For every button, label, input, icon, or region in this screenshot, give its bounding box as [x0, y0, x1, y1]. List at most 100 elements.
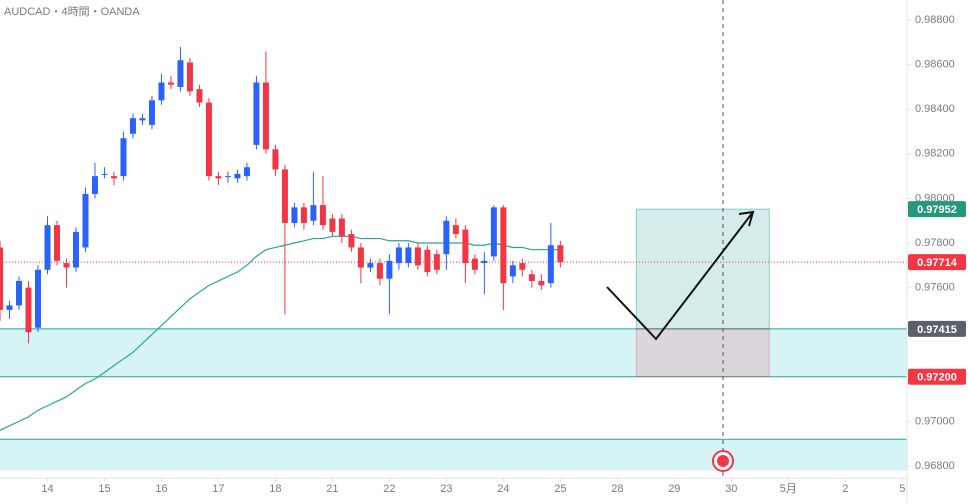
- candle-body: [319, 205, 326, 226]
- candle-body: [101, 173, 108, 175]
- x-tick-label: 14: [41, 483, 53, 495]
- x-tick-label: 25: [554, 483, 566, 495]
- drawn-arrow: [606, 211, 754, 341]
- candle-body: [348, 234, 355, 248]
- y-tick-label: 0.97800: [915, 237, 955, 249]
- candle-body: [462, 229, 469, 264]
- candle-body: [357, 247, 364, 268]
- candle-body: [300, 207, 307, 223]
- event-flag: [717, 455, 729, 467]
- candle-body: [158, 82, 165, 101]
- x-tick-label: 28: [611, 483, 623, 495]
- x-tick-label: 5月: [780, 483, 797, 495]
- zone: [0, 439, 907, 471]
- candle-body: [272, 149, 279, 170]
- candle-body: [139, 118, 146, 121]
- price-label-box: [908, 320, 966, 337]
- candle-body: [53, 225, 60, 261]
- candle-body: [547, 245, 554, 284]
- candle-body: [557, 245, 564, 263]
- y-tick-label: 0.97000: [915, 415, 955, 427]
- candle-body: [481, 260, 488, 264]
- candle-body: [72, 231, 79, 268]
- x-tick-label: 5: [899, 483, 905, 495]
- candle-body: [129, 118, 136, 134]
- candle-body: [500, 207, 507, 284]
- x-tick-label: 21: [326, 483, 338, 495]
- y-tick-label: 0.98400: [915, 103, 955, 115]
- chart-title: AUDCAD・4時間・OANDA: [4, 5, 140, 18]
- price-label-box: [908, 368, 966, 385]
- profit-zone: [635, 208, 770, 330]
- candle-body: [329, 218, 336, 232]
- y-tick-label: 0.97600: [915, 282, 955, 294]
- y-tick-label: 0.98600: [915, 59, 955, 71]
- candle-body: [63, 263, 70, 268]
- price-label-box: [908, 254, 966, 271]
- candle-body: [262, 82, 269, 150]
- candle-body: [424, 249, 431, 272]
- candle-body: [414, 247, 421, 266]
- x-tick-label: 18: [269, 483, 281, 495]
- candle-body: [338, 218, 345, 237]
- x-tick-label: 16: [155, 483, 167, 495]
- arrow-head: [738, 210, 755, 227]
- candle-body: [367, 263, 374, 268]
- candle-body: [120, 138, 127, 177]
- candle-body: [433, 254, 440, 270]
- x-tick-label: 24: [497, 483, 509, 495]
- candle-body: [490, 207, 497, 257]
- y-tick-label: 0.98200: [915, 148, 955, 160]
- candle-body: [91, 176, 98, 194]
- candle-body: [224, 176, 231, 178]
- candle-body: [25, 287, 32, 333]
- x-tick-label: 23: [440, 483, 452, 495]
- candle-body: [196, 89, 203, 103]
- candle-body: [215, 176, 222, 179]
- x-tick-label: 29: [668, 483, 680, 495]
- y-tick-label: 0.98800: [915, 14, 955, 26]
- candle-body: [148, 100, 155, 125]
- candle-body: [186, 62, 193, 92]
- candle-body: [44, 225, 51, 270]
- candle-body: [310, 205, 317, 221]
- candle-body: [205, 102, 212, 177]
- candle-body: [34, 269, 41, 328]
- price-label: 0.97714: [917, 257, 958, 269]
- price-label: 0.97952: [917, 204, 957, 216]
- candle-body: [519, 263, 526, 270]
- candle-body: [443, 220, 450, 255]
- candle-body: [110, 176, 117, 179]
- candle-body: [82, 193, 89, 248]
- main-layer: [0, 46, 564, 431]
- x-tick-label: 2: [842, 483, 848, 495]
- candle-body: [528, 274, 535, 281]
- candle-body: [509, 265, 516, 277]
- y-tick-label: 0.96800: [915, 460, 955, 472]
- zone: [0, 328, 907, 377]
- candle-body: [471, 258, 478, 270]
- candle-body: [0, 247, 3, 310]
- candle-body: [15, 280, 22, 306]
- candle-body: [243, 167, 250, 177]
- candle-body: [177, 60, 184, 87]
- price-label: 0.97415: [917, 324, 957, 336]
- candle-body: [291, 207, 298, 223]
- background-layer: [0, 19, 911, 482]
- candle-body: [376, 263, 383, 279]
- candle-body: [6, 305, 13, 310]
- label-layer: 0.988000.986000.984000.982000.980000.978…: [41, 14, 966, 495]
- candle-body: [253, 82, 260, 145]
- x-tick-label: 30: [725, 483, 737, 495]
- candle-body: [386, 260, 393, 279]
- price-label: 0.97200: [917, 372, 957, 384]
- price-label-box: [908, 201, 966, 218]
- x-tick-label: 17: [212, 483, 224, 495]
- x-tick-label: 22: [383, 483, 395, 495]
- candle-body: [281, 169, 288, 223]
- x-tick-label: 15: [98, 483, 110, 495]
- candle-body: [234, 173, 241, 179]
- candle-body: [395, 247, 402, 264]
